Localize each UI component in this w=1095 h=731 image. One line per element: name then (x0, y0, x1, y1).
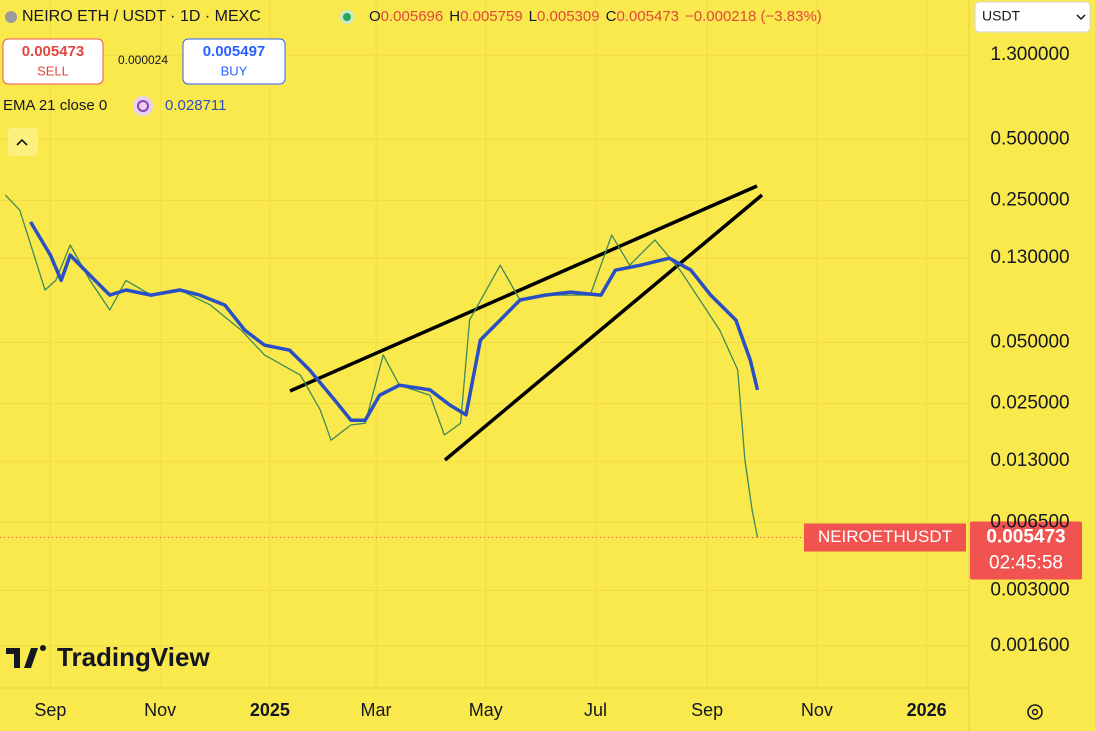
ohlc-label: L (529, 8, 537, 25)
settings-icon[interactable] (1027, 704, 1043, 720)
indicator-label: EMA 21 close 0 (3, 97, 107, 114)
x-tick-label: 2026 (907, 700, 947, 720)
price-line (4, 194, 759, 538)
currency-dropdown[interactable]: USDT (974, 1, 1091, 33)
symbol-label: NEIROETHUSDT (818, 527, 952, 546)
y-tick-label: 0.050000 (990, 331, 1069, 352)
watermark: TradingView (57, 642, 210, 672)
x-tick-label: May (469, 700, 503, 720)
sell-label[interactable]: SELL (37, 63, 69, 78)
x-tick-label: 2025 (250, 700, 290, 720)
y-tick-label: 0.500000 (990, 128, 1069, 149)
indicator-icon (137, 100, 149, 112)
ohlc: O0.005696 H0.005759 L0.005309 C0.005473 −0.0… (369, 8, 822, 25)
ohlc-value: 0.005473 (616, 8, 679, 25)
x-tick-label: Sep (34, 700, 66, 720)
logo-icon (6, 645, 46, 668)
x-tick-label: Nov (144, 700, 176, 720)
status-dot (343, 13, 351, 21)
plot (0, 194, 968, 538)
buy-label[interactable]: BUY (221, 63, 248, 78)
symbol-icon (5, 11, 17, 23)
symbol-label-box (804, 523, 966, 552)
trend-line (443, 193, 764, 462)
price-label-box (970, 521, 1082, 580)
chevron (1076, 14, 1086, 21)
x-tick-label: Mar (361, 700, 392, 720)
buy-price[interactable]: 0.005497 (203, 43, 266, 60)
grid (0, 0, 968, 688)
x-tick-label: Nov (801, 700, 833, 720)
sell-box[interactable] (2, 38, 104, 85)
buy-box[interactable] (182, 38, 286, 85)
y-tick-label: 0.013000 (990, 450, 1069, 471)
currency[interactable]: USDT (982, 8, 1021, 24)
change: −0.000218 (−3.83%) (685, 8, 822, 25)
indicator-icon (133, 96, 153, 116)
buy-button[interactable]: 0.005497 BUY (182, 38, 286, 85)
trend-line (289, 184, 758, 393)
x-tick-label: Jul (584, 700, 607, 720)
symbol: NEIRO ETH / USDT · 1D · MEXC (22, 8, 261, 25)
y-tick-label: 0.025000 (990, 393, 1069, 414)
sell-price[interactable]: 0.005473 (22, 43, 85, 60)
spread: 0.000024 (118, 53, 168, 67)
ohlc-value: 0.005696 (381, 8, 444, 25)
y-tick-label: 0.250000 (990, 190, 1069, 211)
y-tick-label: 0.130000 (990, 247, 1069, 268)
settings-icon[interactable] (1031, 708, 1039, 716)
y-tick-label: 0.003000 (990, 580, 1069, 601)
y-tick-label: 0.001600 (990, 635, 1069, 656)
ohlc-value: 0.005309 (537, 8, 600, 25)
x-tick-label: Sep (691, 700, 723, 720)
collapse-icon[interactable] (16, 138, 28, 146)
ema-line (29, 221, 760, 422)
ohlc-value: 0.005759 (460, 8, 523, 25)
dropdown-box[interactable] (974, 1, 1091, 33)
ohlc-label: C (606, 8, 617, 25)
sell-button[interactable]: 0.005473 SELL (2, 38, 104, 85)
y-tick-label: 0.006500 (990, 511, 1069, 532)
countdown: 02:45:58 (989, 553, 1063, 574)
ohlc-label: O (369, 8, 381, 25)
collapse-button[interactable] (8, 128, 38, 156)
ohlc-label: H (449, 8, 460, 25)
y-tick-label: 1.300000 (990, 44, 1069, 65)
price-labels: NEIROETHUSDT 0.005473 02:45:58 (804, 521, 1082, 580)
indicator-value: 0.028711 (165, 97, 226, 114)
price-label: 0.005473 (986, 527, 1065, 548)
settings-button[interactable] (1027, 704, 1043, 720)
